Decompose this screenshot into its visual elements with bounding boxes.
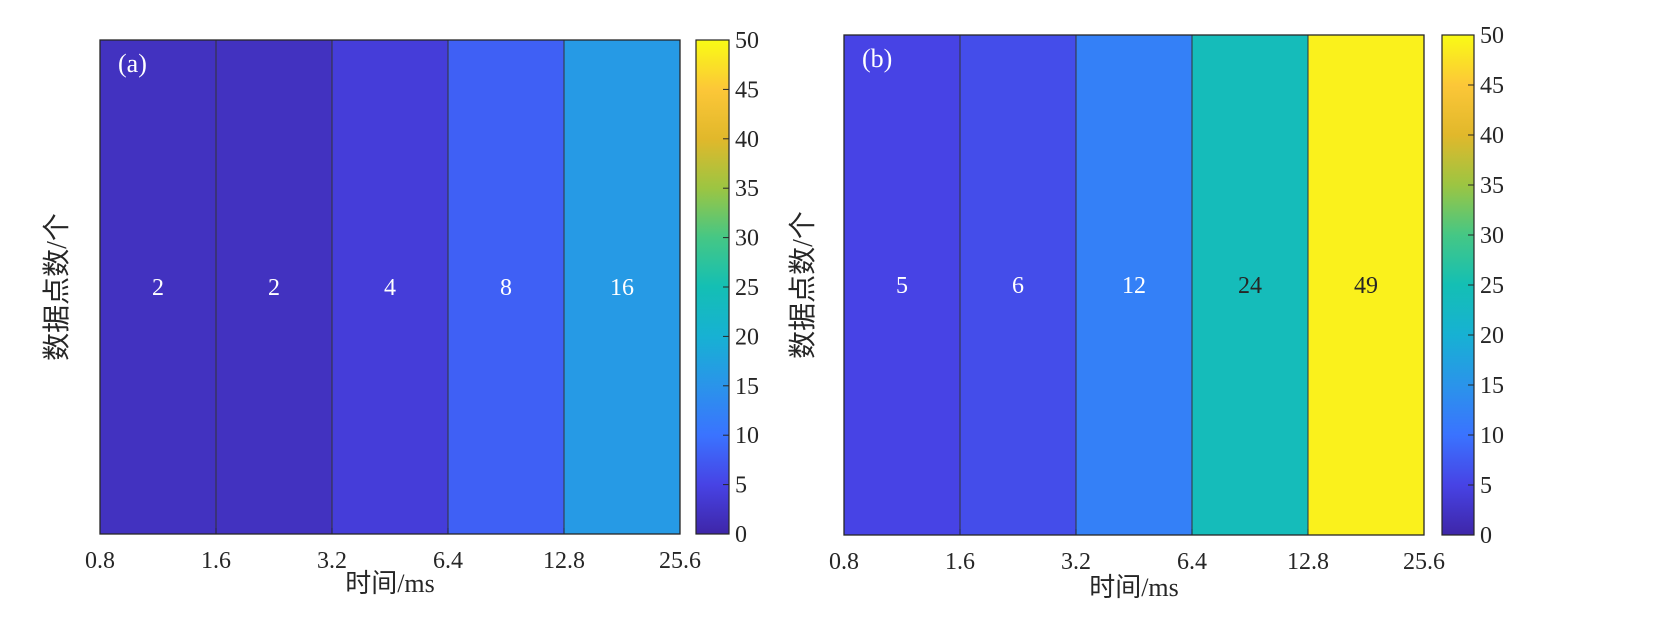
plot-frame	[843, 34, 1425, 536]
colorbar-tick-label: 5	[735, 473, 747, 499]
heatmap-cell	[215, 39, 333, 535]
heatmap-cell	[563, 39, 681, 535]
x-tick-label: 25.6	[1403, 549, 1445, 575]
x-axis-label: 时间/ms	[345, 569, 435, 598]
colorbar-tick-label: 35	[735, 176, 759, 202]
colorbar-tick-label: 40	[735, 127, 759, 153]
x-tick-label: 0.8	[829, 549, 859, 575]
heatmap-cell	[99, 39, 217, 535]
y-axis-label: 数据点数/个	[41, 213, 73, 361]
x-tick-label: 25.6	[659, 548, 701, 574]
x-tick-label: 12.8	[543, 548, 585, 574]
cell-value-label: 12	[1122, 273, 1146, 299]
colorbar-tick-label: 5	[1480, 473, 1492, 499]
colorbar-tick-label: 20	[1480, 323, 1504, 349]
x-tick-label: 3.2	[1061, 549, 1091, 575]
colorbar-tick-label: 45	[735, 77, 759, 103]
colorbar-tick-label: 0	[1480, 523, 1492, 549]
cell-value-label: 5	[896, 273, 908, 299]
colorbar-tick-label: 15	[735, 374, 759, 400]
colorbar-tick-label: 40	[1480, 123, 1504, 149]
colorbar-tick-label: 30	[1480, 223, 1504, 249]
heatmap-cell	[959, 34, 1077, 536]
x-tick-label: 0.8	[85, 548, 115, 574]
colorbar-tick-label: 25	[1480, 273, 1504, 299]
panel-label: (b)	[862, 44, 892, 73]
cell-value-label: 2	[152, 275, 164, 301]
colorbar-tick-label: 0	[735, 522, 747, 548]
colorbar-tick-label: 50	[1480, 23, 1504, 49]
x-tick-label: 6.4	[433, 548, 463, 574]
cell-value-label: 16	[610, 275, 634, 301]
colorbar-tick-label: 50	[735, 28, 759, 54]
plot-frame	[99, 39, 681, 535]
cell-value-label: 4	[384, 275, 396, 301]
cell-value-label: 49	[1354, 273, 1378, 299]
heatmap-cell	[843, 34, 961, 536]
colorbar-tick-label: 10	[735, 423, 759, 449]
heatmap-cell	[1191, 34, 1309, 536]
cell-value-label: 6	[1012, 273, 1024, 299]
colorbar-tick-label: 15	[1480, 373, 1504, 399]
panel-label: (a)	[118, 49, 147, 78]
x-tick-label: 12.8	[1287, 549, 1329, 575]
colorbar-tick-label: 10	[1480, 423, 1504, 449]
colorbar-tick-label: 45	[1480, 73, 1504, 99]
heatmap-cell	[1075, 34, 1193, 536]
x-tick-label: 3.2	[317, 548, 347, 574]
x-axis-label: 时间/ms	[1089, 573, 1179, 602]
cell-value-label: 24	[1238, 273, 1262, 299]
colorbar-tick-label: 30	[735, 226, 759, 252]
cell-value-label: 2	[268, 275, 280, 301]
heatmap-cell	[447, 39, 565, 535]
chart-panel-b: 5 6 12 24 49 (b) 0.8 1.6 3.2 6.4 12.8 25.6 时间/ms 数据点数…	[787, 23, 1504, 602]
colorbar-tick-label: 25	[735, 275, 759, 301]
y-axis-label: 数据点数/个	[787, 211, 819, 359]
colorbar-tick-label: 20	[735, 324, 759, 350]
x-tick-label: 6.4	[1177, 549, 1207, 575]
heatmap-cell	[1307, 34, 1425, 536]
colorbar-tick-label: 35	[1480, 173, 1504, 199]
x-tick-label: 1.6	[945, 549, 975, 575]
x-tick-label: 1.6	[201, 548, 231, 574]
cell-value-label: 8	[500, 275, 512, 301]
chart-panel-a: 2 2 4 8 16 (a) 0.8 1.6 3.2 6.4 12.8 25.6 时间/ms 数据点数/个…	[41, 28, 759, 598]
